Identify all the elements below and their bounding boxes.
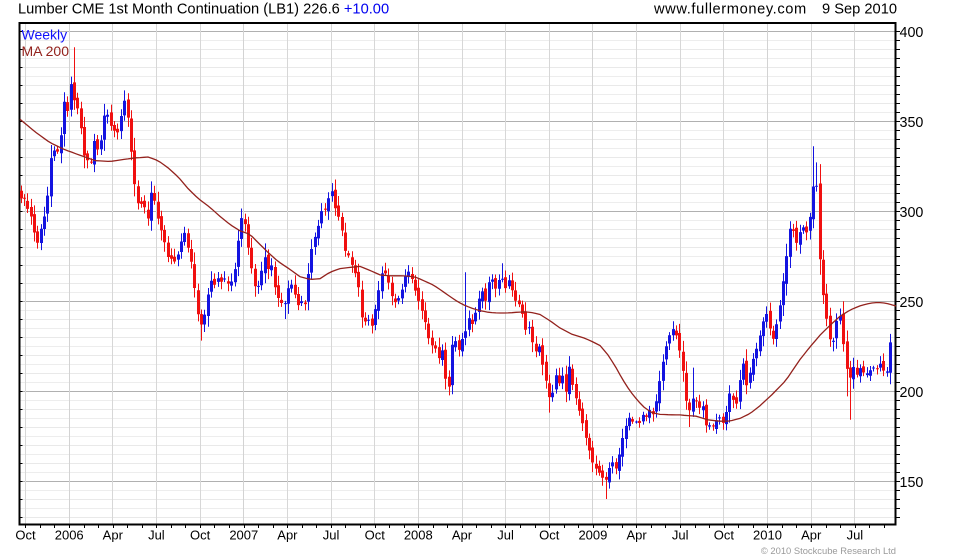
svg-text:Oct: Oct <box>15 528 36 543</box>
svg-text:Oct: Oct <box>539 528 560 543</box>
svg-text:400: 400 <box>900 25 924 41</box>
svg-text:Weekly: Weekly <box>22 27 68 43</box>
svg-text:Apr: Apr <box>626 528 647 543</box>
svg-text:9 Sep 2010: 9 Sep 2010 <box>822 1 897 17</box>
svg-text:200: 200 <box>900 385 924 401</box>
svg-text:Jul: Jul <box>847 528 864 543</box>
svg-text:2010: 2010 <box>753 528 782 543</box>
svg-text:150: 150 <box>900 475 924 491</box>
svg-text:Apr: Apr <box>103 528 124 543</box>
svg-text:Apr: Apr <box>277 528 298 543</box>
svg-text:300: 300 <box>900 205 924 221</box>
svg-text:Jul: Jul <box>672 528 689 543</box>
svg-text:2006: 2006 <box>55 528 84 543</box>
svg-text:© 2010 Stockcube Research Ltd: © 2010 Stockcube Research Ltd <box>761 545 896 556</box>
svg-text:Jul: Jul <box>497 528 514 543</box>
svg-text:2008: 2008 <box>404 528 433 543</box>
svg-text:Oct: Oct <box>190 528 211 543</box>
svg-text:Apr: Apr <box>801 528 822 543</box>
svg-text:Jul: Jul <box>148 528 165 543</box>
svg-text:Apr: Apr <box>452 528 473 543</box>
svg-text:350: 350 <box>900 115 924 131</box>
svg-text:2007: 2007 <box>229 528 258 543</box>
svg-text:Jul: Jul <box>323 528 340 543</box>
svg-text:www.fullermoney.com: www.fullermoney.com <box>653 1 807 17</box>
svg-text:Oct: Oct <box>365 528 386 543</box>
svg-text:MA 200: MA 200 <box>22 43 70 59</box>
svg-text:Lumber CME 1st Month Continuat: Lumber CME 1st Month Continuation (LB1) … <box>18 1 389 17</box>
svg-text:2009: 2009 <box>578 528 607 543</box>
svg-text:Oct: Oct <box>714 528 735 543</box>
svg-text:250: 250 <box>900 295 924 311</box>
